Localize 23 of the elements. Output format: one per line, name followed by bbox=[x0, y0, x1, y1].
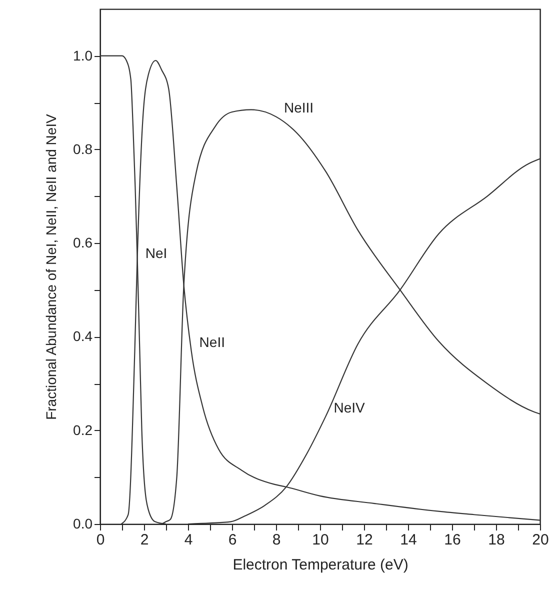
y-tick-label: 0.6 bbox=[73, 234, 93, 251]
x-tick-label: 2 bbox=[140, 532, 149, 548]
x-tick-label: 4 bbox=[184, 532, 193, 548]
series-label: NeIII bbox=[284, 100, 314, 116]
x-tick-label: 20 bbox=[532, 532, 549, 548]
x-tick-label: 14 bbox=[400, 532, 417, 548]
series-label: NeII bbox=[199, 334, 225, 350]
y-tick-label: 1.0 bbox=[73, 47, 93, 64]
series-label: NeIV bbox=[334, 399, 366, 416]
x-tick-label: 10 bbox=[312, 532, 329, 548]
y-axis-title: Fractional Abundance of NeI, NeII, NeII and NeIV bbox=[43, 113, 60, 420]
x-tick-label: 6 bbox=[228, 532, 237, 548]
x-tick-label: 0 bbox=[96, 532, 105, 548]
x-tick-label: 12 bbox=[356, 532, 373, 548]
y-tick-label: 0.8 bbox=[73, 140, 93, 157]
x-tick-label: 8 bbox=[272, 532, 281, 548]
y-tick-label: 0.4 bbox=[73, 328, 93, 344]
x-tick-label: 18 bbox=[488, 532, 505, 548]
y-tick-label: 0.2 bbox=[73, 422, 93, 438]
x-axis-title: Electron Temperature (eV) bbox=[232, 556, 408, 574]
y-tick-label: 0.0 bbox=[73, 516, 93, 532]
series-label: NeI bbox=[145, 244, 168, 261]
x-tick-label: 16 bbox=[444, 532, 461, 548]
